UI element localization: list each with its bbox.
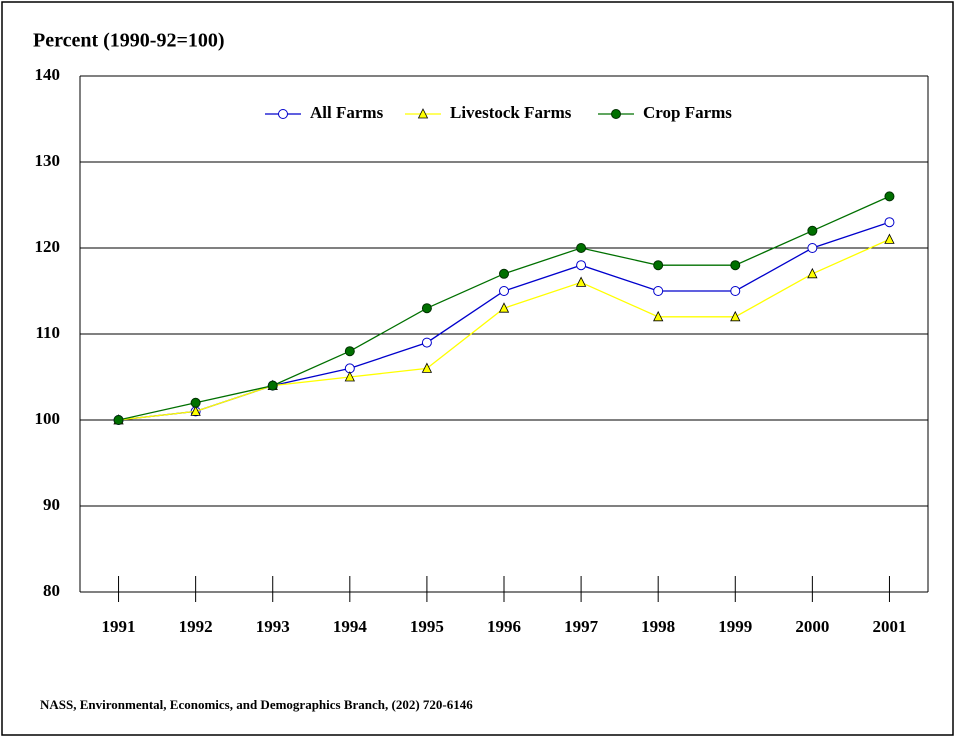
source-note: NASS, Environmental, Economics, and Demo… [40,697,473,712]
y-tick-label: 80 [43,581,60,600]
y-tick-label: 110 [35,323,60,342]
marker [884,191,895,202]
chart-title: Percent (1990-92=100) [33,30,225,52]
marker [421,303,432,314]
y-tick-label: 120 [35,237,61,256]
marker [421,362,433,373]
marker [884,233,895,244]
series-line [118,238,890,421]
marker [884,217,895,228]
marker [807,267,818,279]
y-tick-label: 140 [35,65,61,84]
x-tick-label: 1994 [333,617,368,636]
marker [499,286,509,296]
marker [113,415,124,425]
marker [653,310,664,322]
y-tick-label: 100 [35,409,61,428]
series-line [118,221,890,421]
x-tick-label: 1999 [718,617,752,636]
marker [611,109,621,119]
marker [653,260,664,271]
marker [421,337,432,348]
marker [730,260,741,271]
x-tick-label: 1996 [487,617,521,636]
marker [190,397,201,408]
marker [417,108,429,119]
marker [730,286,741,296]
x-tick-label: 1998 [641,617,675,636]
x-tick-label: 1992 [179,617,213,636]
y-tick-label: 90 [43,495,60,514]
y-tick-label: 130 [35,151,61,170]
marker [575,276,587,287]
marker [498,302,510,313]
x-tick-label: 1991 [102,617,136,636]
marker [499,268,509,279]
x-tick-label: 2000 [795,617,829,636]
x-tick-label: 1997 [564,617,599,636]
marker [344,371,355,382]
x-tick-label: 1995 [410,617,444,636]
marker [653,286,664,296]
x-tick-label: 2001 [872,617,906,636]
x-tick-label: 1993 [256,617,290,636]
marker [807,243,818,253]
marker [576,243,587,253]
marker [267,380,278,391]
marker [278,109,288,119]
marker [190,405,201,416]
legend-label: Livestock Farms [450,103,572,122]
legend-label: Crop Farms [643,103,732,122]
marker [344,346,355,357]
marker [576,260,587,271]
legend-label: All Farms [310,103,384,122]
marker [730,310,741,322]
marker [807,225,818,236]
